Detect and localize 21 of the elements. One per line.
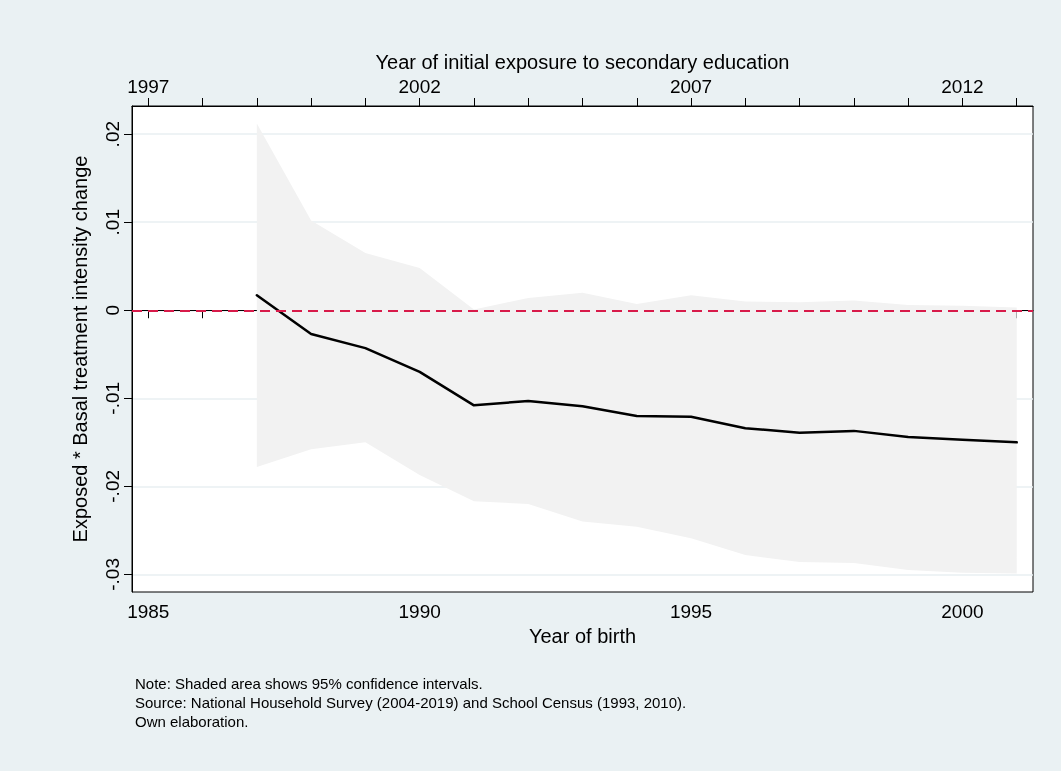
text: Own elaboration.	[135, 712, 250, 731]
y-tick-label: 0	[102, 304, 123, 316]
x2-tick-label: 2002	[398, 76, 441, 97]
y-axis-title: Exposed * Basal treatment intensity change	[69, 155, 91, 543]
x-tick-label: 2000	[941, 601, 984, 622]
x2-tick-label: 2007	[669, 76, 713, 97]
x-tick-label: 1990	[398, 601, 441, 622]
x2-tick-label: 2012	[941, 76, 984, 97]
source-note: Source: National Household Survey (2004-2019) and School Census (1993, 2010).	[135, 693, 687, 712]
x-tick-label: 1995	[669, 601, 713, 622]
y-tick-label: .02	[102, 120, 123, 148]
y-tick-label: -.01	[102, 381, 123, 415]
y-tick-label: -.03	[102, 558, 123, 591]
y-tick-label: -.02	[102, 469, 123, 503]
x2-tick-label: 1997	[127, 76, 170, 97]
text: Note: Shaded area shows 95% confidence intervals.	[135, 674, 484, 693]
x-tick-label: 1985	[127, 601, 170, 622]
y-tick-label: .01	[102, 209, 123, 236]
x2-axis-title: Year of initial exposure to secondary education	[375, 51, 790, 74]
line-series	[255, 294, 1018, 444]
x-axis-title: Year of birth	[528, 624, 637, 647]
